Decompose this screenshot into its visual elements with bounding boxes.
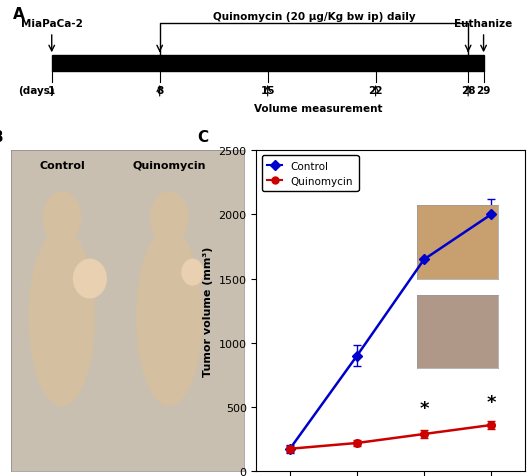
Text: MiaPaCa-2: MiaPaCa-2	[21, 19, 83, 29]
Ellipse shape	[137, 229, 202, 406]
Text: Volume measurement: Volume measurement	[253, 103, 382, 113]
Bar	[52, 56, 483, 71]
Ellipse shape	[182, 260, 203, 286]
Text: *: *	[419, 399, 429, 417]
Ellipse shape	[74, 260, 106, 298]
Text: Control: Control	[39, 160, 85, 170]
Ellipse shape	[43, 192, 81, 244]
Text: B: B	[0, 129, 4, 144]
Text: C: C	[197, 129, 208, 144]
Ellipse shape	[151, 192, 188, 244]
Ellipse shape	[29, 229, 94, 406]
Text: 28: 28	[461, 86, 475, 96]
Text: 8: 8	[156, 86, 163, 96]
Text: 29: 29	[476, 86, 491, 96]
Text: Quinomycin (20 μg/Kg bw ip) daily: Quinomycin (20 μg/Kg bw ip) daily	[213, 12, 415, 22]
Legend: Control, Quinomycin: Control, Quinomycin	[262, 156, 358, 192]
Text: A: A	[13, 7, 25, 22]
Text: 15: 15	[260, 86, 275, 96]
Y-axis label: Tumor volume (mm³): Tumor volume (mm³)	[203, 246, 213, 376]
Text: 1: 1	[48, 86, 55, 96]
Text: Euthanize: Euthanize	[454, 19, 513, 29]
Text: *: *	[487, 393, 496, 411]
Text: 22: 22	[368, 86, 383, 96]
Text: Quinomycin: Quinomycin	[132, 160, 206, 170]
Text: (days): (days)	[19, 86, 55, 96]
